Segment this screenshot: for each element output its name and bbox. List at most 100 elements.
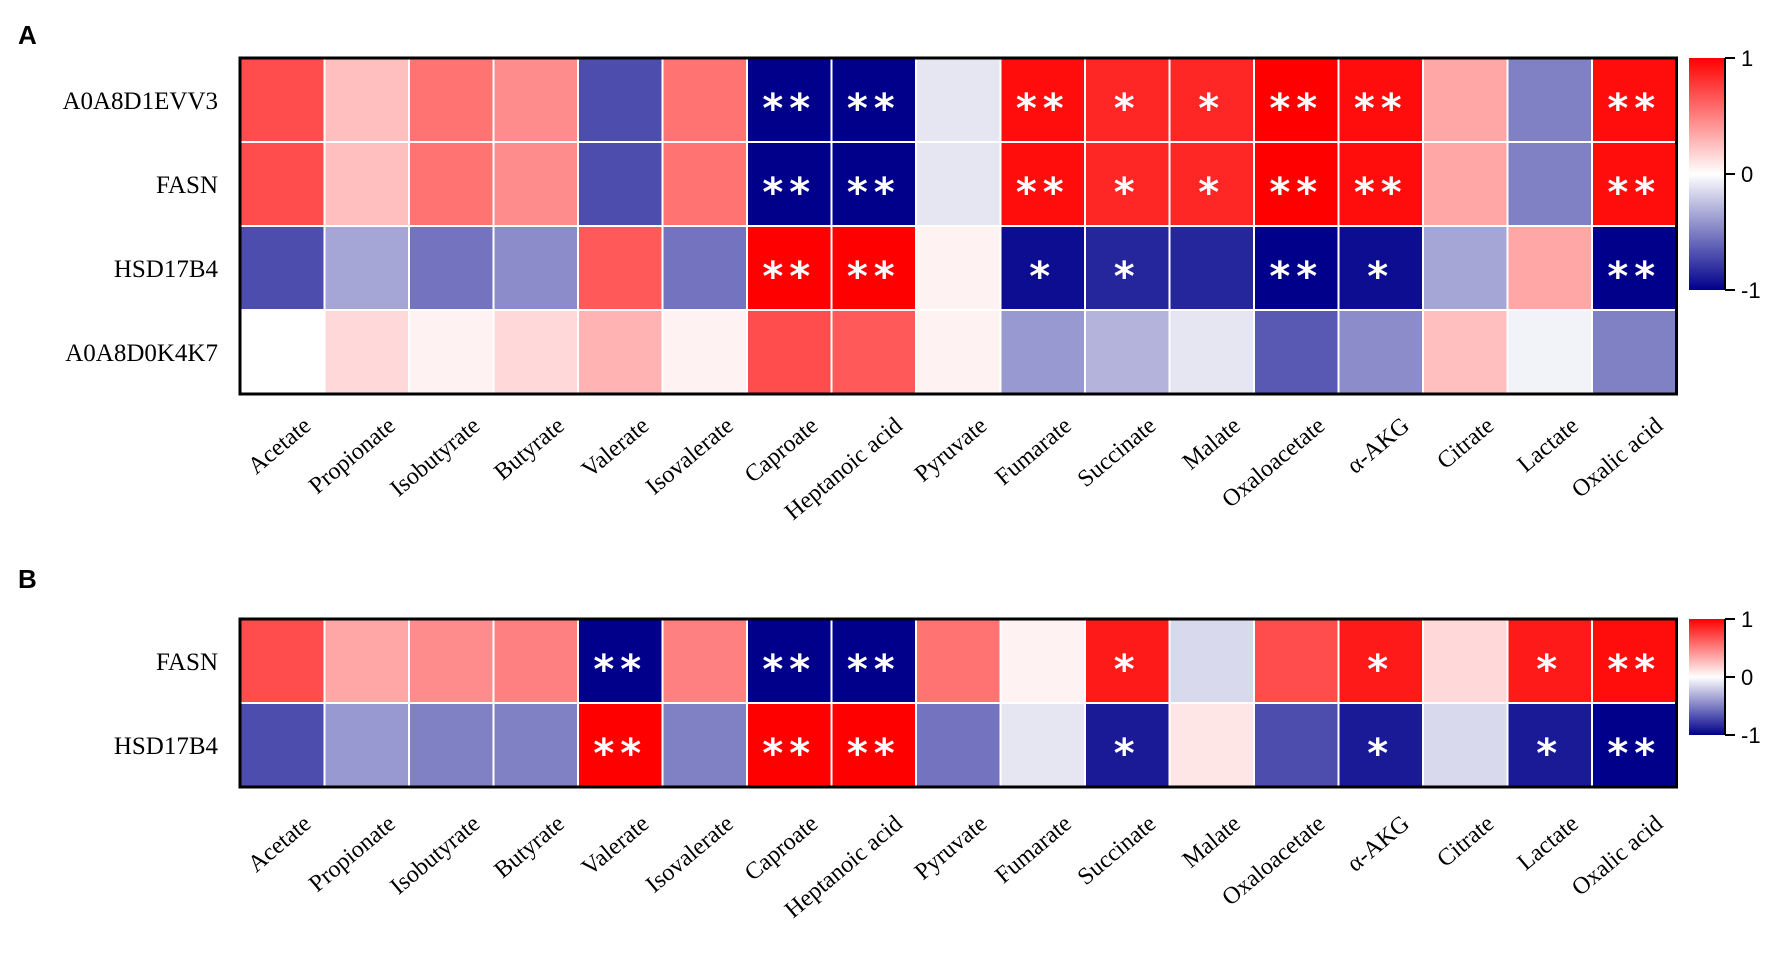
- column-label: Valerate: [577, 811, 654, 881]
- heatmap-cell: [492, 225, 579, 311]
- significance-mark: *: [1367, 254, 1394, 300]
- column-label: Citrate: [1432, 413, 1499, 475]
- column-label: Isobutyrate: [386, 413, 485, 502]
- heatmap-cell: [746, 225, 833, 311]
- heatmap-cell: [915, 141, 1002, 227]
- colorbar-tick-label: -1: [1741, 723, 1761, 748]
- heatmap-cell: [1591, 225, 1678, 311]
- significance-mark: **: [847, 647, 901, 693]
- significance-mark: **: [847, 254, 901, 300]
- column-label: Succinate: [1073, 413, 1161, 493]
- significance-mark: *: [1367, 731, 1394, 777]
- significance-mark: **: [1354, 86, 1408, 132]
- significance-mark: *: [1029, 254, 1056, 300]
- heatmap-cell: [1422, 309, 1509, 395]
- column-label: Propionate: [304, 413, 400, 500]
- heatmap-cell: [1506, 702, 1593, 788]
- heatmap-cell: [239, 57, 326, 143]
- heatmap-panel-a: A** ** ** * * ** ** **** ** ** * * ** ** **** ** * * ** * **…: [18, 20, 1761, 526]
- significance-mark: *: [1198, 86, 1225, 132]
- heatmap-cell: [1422, 702, 1509, 788]
- significance-mark: *: [1114, 731, 1141, 777]
- colorbar-tick-label: 0: [1741, 162, 1753, 187]
- column-label: Malate: [1178, 811, 1246, 874]
- heatmap-cell: [239, 141, 326, 227]
- heatmap-cell: [577, 309, 664, 395]
- heatmap-cell: [661, 225, 748, 311]
- heatmap-cell: [1253, 57, 1340, 143]
- heatmap-cell: [1084, 225, 1171, 311]
- significance-mark: *: [1536, 647, 1563, 693]
- column-label: Isobutyrate: [386, 811, 485, 900]
- heatmap-cell: [408, 141, 495, 227]
- column-label: Succinate: [1073, 811, 1161, 891]
- colorbar: [1689, 619, 1725, 735]
- heatmap-cell: [1422, 57, 1509, 143]
- significance-mark: *: [1114, 86, 1141, 132]
- heatmap-border: [238, 617, 1678, 789]
- heatmap-cell: [830, 309, 917, 395]
- column-label: Oxalic acid: [1567, 811, 1668, 902]
- heatmap-cell: [1506, 618, 1593, 704]
- heatmap-cell: [999, 702, 1086, 788]
- heatmap-cell: [323, 141, 410, 227]
- significance-mark: **: [1607, 731, 1661, 777]
- heatmap-cell: [915, 57, 1002, 143]
- significance-mark: **: [847, 170, 901, 216]
- heatmap-cell: [408, 702, 495, 788]
- column-label: Isovalerate: [641, 413, 738, 501]
- heatmap-cell: [1253, 309, 1340, 395]
- heatmap-cell: [1168, 309, 1255, 395]
- heatmap-cell: [323, 618, 410, 704]
- heatmap-cell: [1253, 141, 1340, 227]
- heatmap-cell: [915, 309, 1002, 395]
- column-label: Lactate: [1513, 811, 1584, 876]
- heatmap-cell: [661, 702, 748, 788]
- heatmap-cell: [1084, 309, 1171, 395]
- row-label: HSD17B4: [114, 733, 219, 760]
- heatmap-cell: [492, 702, 579, 788]
- heatmap-cell: [915, 225, 1002, 311]
- heatmap-cell: [408, 309, 495, 395]
- significance-mark: **: [847, 86, 901, 132]
- significance-mark: *: [1198, 170, 1225, 216]
- heatmap-cell: [1168, 618, 1255, 704]
- heatmap-cell: [1506, 57, 1593, 143]
- significance-mark: **: [1016, 170, 1070, 216]
- heatmap-cell: [1506, 225, 1593, 311]
- column-label: Oxalic acid: [1567, 413, 1668, 504]
- heatmap-cell: [661, 141, 748, 227]
- significance-mark: **: [1607, 86, 1661, 132]
- row-label: HSD17B4: [114, 256, 219, 283]
- heatmap-cell: [830, 57, 917, 143]
- heatmap-cell: [999, 309, 1086, 395]
- heatmap-cell: [323, 702, 410, 788]
- heatmap-cell: [239, 225, 326, 311]
- heatmap-cell: [577, 141, 664, 227]
- column-label: Caproate: [740, 811, 823, 887]
- heatmap-cell: [1422, 618, 1509, 704]
- significance-mark: **: [762, 731, 816, 777]
- significance-mark: **: [762, 86, 816, 132]
- significance-mark: *: [1536, 731, 1563, 777]
- colorbar-tick-label: 0: [1741, 665, 1753, 690]
- heatmap-cell: [1084, 618, 1171, 704]
- heatmap-cell: [1337, 702, 1424, 788]
- heatmap-cell: [408, 225, 495, 311]
- panel-letter: A: [18, 20, 37, 50]
- significance-mark: **: [1269, 254, 1323, 300]
- significance-mark: **: [1016, 86, 1070, 132]
- heatmap-cell: [661, 57, 748, 143]
- colorbar: [1689, 58, 1725, 290]
- heatmap-cell: [746, 57, 833, 143]
- heatmap-cell: [661, 618, 748, 704]
- heatmap-cell: [492, 57, 579, 143]
- column-label: Citrate: [1432, 811, 1499, 873]
- significance-mark: **: [1607, 647, 1661, 693]
- heatmap-cell: [1253, 618, 1340, 704]
- column-label: Isovalerate: [641, 811, 738, 899]
- heatmap-cell: [1168, 225, 1255, 311]
- heatmap-cell: [577, 225, 664, 311]
- significance-mark: **: [1607, 254, 1661, 300]
- column-label: α-AKG: [1342, 811, 1414, 878]
